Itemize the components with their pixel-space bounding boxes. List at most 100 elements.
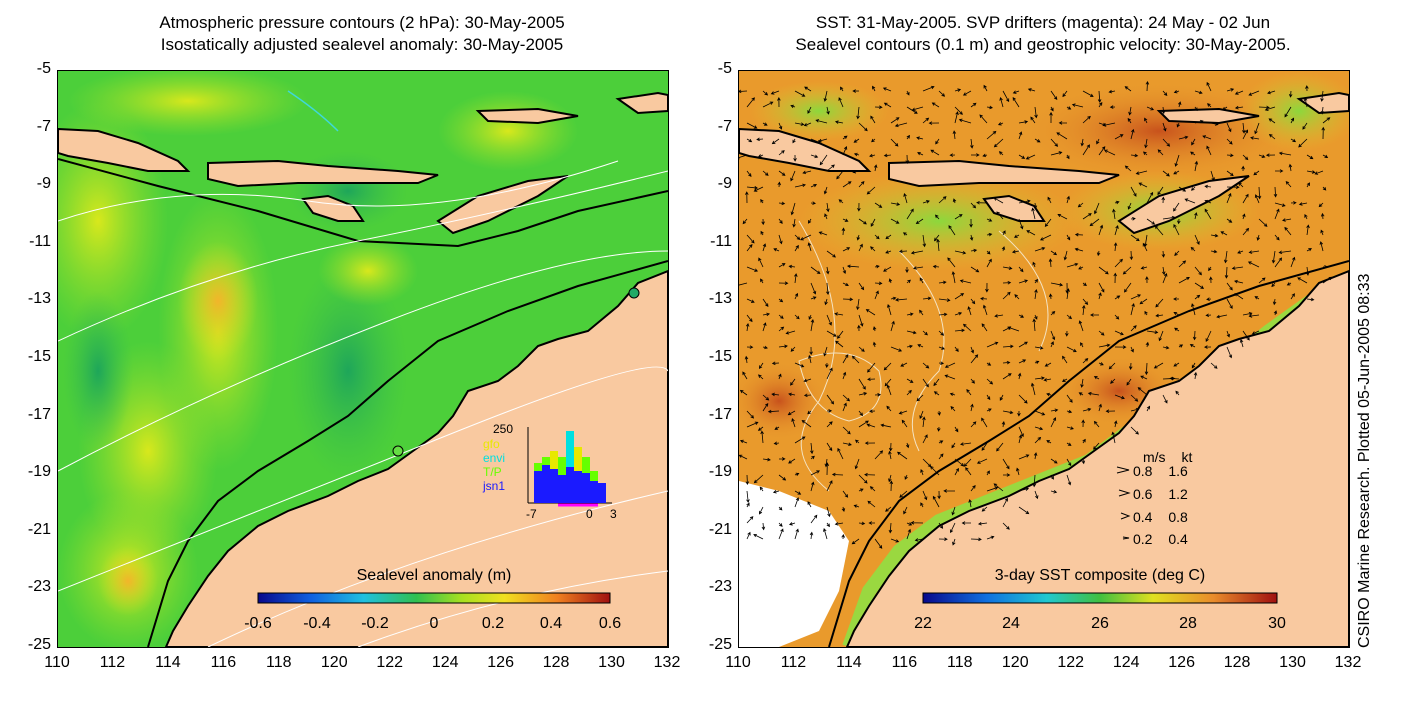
velocity-arrow [858,243,863,252]
velocity-arrow [841,227,846,236]
velocity-arrow [999,394,1004,401]
island-north [1156,107,1260,125]
velocity-arrow [1066,288,1070,300]
velocity-arrow [1254,122,1260,135]
velocity-arrow [826,314,832,326]
velocity-arrow [890,138,899,147]
velocity-arrow [1194,282,1205,289]
velocity-arrow [842,394,851,402]
velocity-arrow [837,447,844,460]
velocity-arrow [938,330,945,336]
velocity-arrow [1127,117,1132,124]
velocity-arrow [757,374,764,380]
velocity-arrow [954,214,963,220]
velocity-arrow [1113,272,1118,284]
velocity-arrow [960,442,972,446]
velocity-arrow [869,486,876,492]
velocity-arrow [1286,282,1292,286]
velocity-arrow [874,202,883,208]
velocity-arrow [1050,417,1057,428]
velocity-arrow [810,154,819,159]
velocity-arrow [906,522,913,526]
velocity-arrow [842,402,847,412]
velocity-arrow [1247,261,1260,268]
velocity-arrow [1320,212,1325,220]
longitude-tick: 126 [1168,654,1195,671]
inset-legend-tp: T/P [483,465,502,479]
latitude-tick: -5 [717,60,732,77]
sealevel-anomaly-map: 250 gfo envi T/P jsn1 -7 0 3 Sealevel an… [57,70,669,648]
velocity-arrow [1034,288,1038,300]
velocity-arrow [753,474,764,484]
velocity-arrow [823,90,828,102]
velocity-arrow [808,354,812,364]
velocity-arrow [1066,314,1073,320]
velocity-arrow [1248,314,1260,318]
velocity-arrow [826,330,837,337]
velocity-arrow [842,354,849,364]
velocity-arrow [898,249,908,254]
velocity-arrow [1002,473,1011,477]
velocity-arrow [1066,346,1077,353]
velocity-arrow [794,292,799,300]
velocity-arrow [1222,106,1228,111]
velocity-arrow [807,501,812,508]
velocity-arrow [1146,330,1159,334]
velocity-arrow [1254,194,1260,204]
velocity-arrow [932,495,940,508]
velocity-arrow [1048,293,1053,300]
velocity-arrow [851,538,860,545]
velocity-arrow [899,490,908,498]
velocity-arrow [1177,218,1181,225]
velocity-arrow [742,218,748,225]
velocity-arrow [818,231,828,236]
velocity-arrow [890,320,895,332]
velocity-arrow [919,410,924,420]
velocity-arrow [1194,266,1202,276]
velocity-arrow [1012,90,1020,94]
velocity-arrow [986,378,994,385]
velocity-arrow [1050,106,1054,112]
velocity-arrow [858,314,864,327]
velocity-arrow [883,266,892,272]
velocity-arrow [808,314,812,320]
velocity-arrow [1109,105,1116,109]
velocity-arrow [774,426,780,430]
velocity-arrow [1208,266,1212,272]
velocity-arrow [1226,282,1233,291]
velocity-arrow [1032,318,1036,332]
velocity-arrow [969,218,973,228]
velocity-arrow [778,150,785,156]
velocity-arrow [778,528,784,540]
velocity-arrow [993,197,1004,204]
sst-map: m/s kt 0.8 1.6 0.6 1.2 0.4 0.8 0.2 0.4 3… [738,70,1350,648]
velocity-arrow [873,164,878,172]
velocity-arrow [823,186,828,195]
velocity-arrow [793,154,797,162]
velocity-legend-ms: 0.2 [1133,531,1153,547]
velocity-arrow [762,394,770,401]
velocity-arrow [852,89,860,93]
latitude-tick: -11 [29,232,51,250]
velocity-arrow [938,346,946,350]
velocity-arrow [1017,410,1021,417]
longitude-tick: 114 [155,654,181,671]
longitude-tick: 128 [1223,654,1251,671]
velocity-arrow [951,506,956,516]
longitude-tick: 130 [598,654,625,671]
velocity-arrow [1237,250,1244,254]
velocity-arrow [1018,120,1029,124]
velocity-arrow [762,243,767,252]
inset-legend-jsn1: jsn1 [483,479,506,493]
velocity-arrow [898,410,908,415]
velocity-arrow [890,117,900,124]
longitude-tick: 128 [542,654,570,671]
velocity-arrow [760,430,764,444]
velocity-arrow [1154,225,1164,236]
velocity-arrow [1242,213,1246,220]
velocity-arrow [905,154,910,165]
velocity-arrow [998,151,1004,156]
velocity-arrow [1032,261,1036,268]
velocity-arrow [1018,434,1023,444]
velocity-arrow [905,266,909,274]
